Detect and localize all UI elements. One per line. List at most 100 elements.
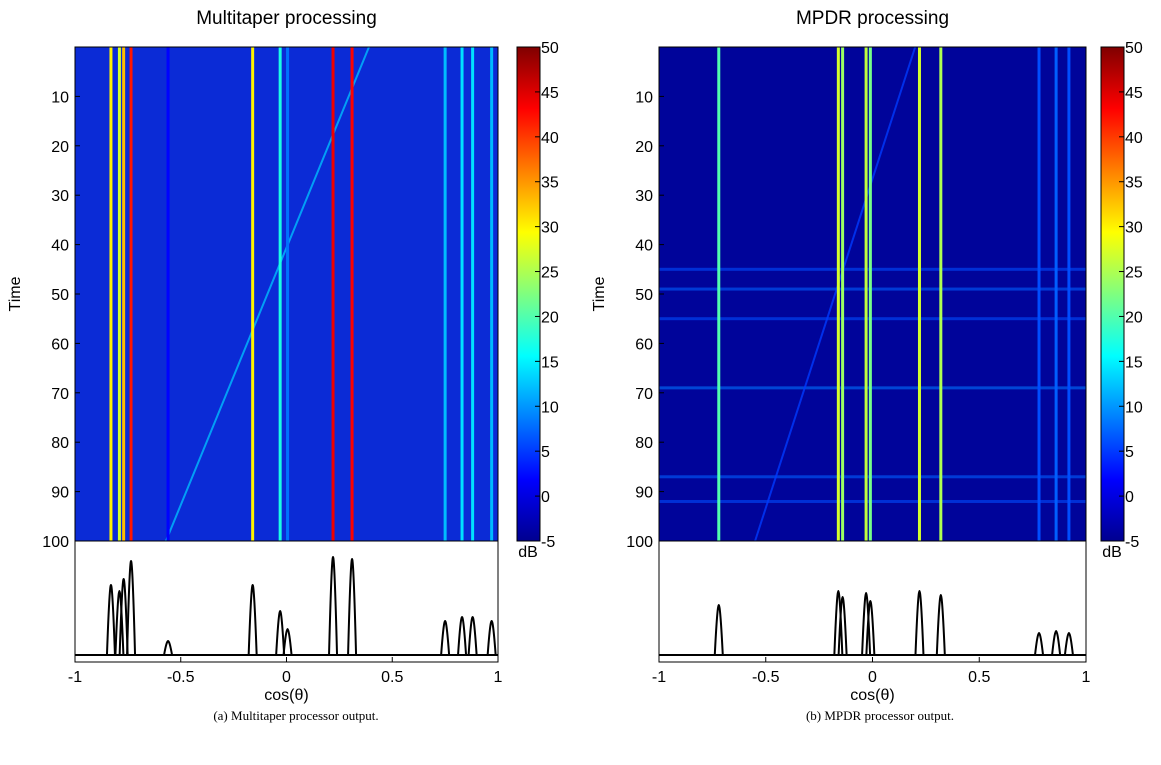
x-tick-label: 0.5 [968, 669, 990, 686]
colorbar [516, 46, 541, 542]
profile-peak [486, 619, 497, 656]
x-tick-label: -0.5 [752, 669, 780, 686]
profile-peak [247, 583, 258, 656]
source-line [1037, 47, 1041, 541]
colorbar-tick-label: 15 [1125, 354, 1143, 371]
profile-peak [1034, 631, 1045, 656]
profile-peak [865, 599, 876, 656]
colorbar-tick-label: 10 [1125, 399, 1143, 416]
source-line [841, 47, 845, 541]
colorbar-tick-label: 25 [1125, 265, 1143, 282]
profile-peak [105, 583, 116, 656]
profile-peak [328, 555, 339, 656]
y-axis-label: Time [591, 276, 608, 311]
profile-peak [440, 619, 451, 656]
colorbar-tick-label: 50 [541, 40, 559, 57]
profile-peak [935, 593, 946, 656]
source-line [117, 47, 121, 541]
caption: (a) Multitaper processor output. [213, 708, 378, 723]
y-tick-label: 100 [42, 534, 69, 551]
source-line [278, 47, 282, 541]
y-tick-label: 30 [635, 188, 653, 205]
caption: (b) MPDR processor output. [806, 708, 954, 723]
profile-peak [275, 609, 286, 656]
source-line [836, 47, 840, 541]
band [659, 386, 1086, 390]
x-tick-label: 0 [282, 669, 291, 686]
y-tick-label: 90 [51, 485, 69, 502]
colorbar-tick-label: 45 [541, 85, 559, 102]
band [659, 475, 1086, 479]
x-tick-label: -1 [68, 669, 82, 686]
heatmap-background [659, 47, 1086, 541]
y-tick-label: 30 [51, 188, 69, 205]
colorbar-tick-label: 20 [541, 309, 559, 326]
colorbar-tick-label: 30 [541, 220, 559, 237]
source-line [350, 47, 354, 541]
y-tick-label: 20 [635, 139, 653, 156]
colorbar-tick-label: 35 [541, 175, 559, 192]
colorbar-tick-label: -5 [541, 534, 555, 551]
source-line [331, 47, 335, 541]
colorbar-tick-label: 40 [1125, 130, 1143, 147]
source-line [868, 47, 872, 541]
colorbar-tick-label: 15 [541, 354, 559, 371]
colorbar-tick-label: -5 [1125, 534, 1139, 551]
source-line [1067, 47, 1071, 541]
source-line [443, 47, 447, 541]
colorbar-tick-label: 10 [541, 399, 559, 416]
source-line [122, 47, 126, 541]
colorbar-tick-label: 50 [1125, 40, 1143, 57]
y-tick-label: 80 [635, 435, 653, 452]
colorbar [1100, 46, 1125, 542]
profile-peak [114, 589, 125, 656]
profile-peak [467, 615, 478, 656]
source-line [286, 47, 290, 541]
profile-peak [282, 627, 293, 656]
source-line [109, 47, 113, 541]
colorbar-tick-label: 25 [541, 265, 559, 282]
y-tick-label: 80 [51, 435, 69, 452]
source-line [471, 47, 475, 541]
y-tick-label: 50 [635, 287, 653, 304]
source-line [129, 47, 133, 541]
x-tick-label: 1 [1082, 669, 1091, 686]
x-axis-label: cos(θ) [264, 687, 308, 704]
y-tick-label: 20 [51, 139, 69, 156]
profile-peak [1063, 631, 1074, 656]
y-tick-label: 40 [51, 238, 69, 255]
y-tick-label: 60 [635, 336, 653, 353]
x-tick-label: -0.5 [167, 669, 195, 686]
y-tick-label: 70 [51, 386, 69, 403]
x-tick-label: 0 [868, 669, 877, 686]
y-tick-label: 10 [51, 89, 69, 106]
colorbar-tick-label: 5 [1125, 444, 1134, 461]
profile-peak [1051, 629, 1062, 656]
x-tick-label: 0.5 [381, 669, 403, 686]
y-tick-label: 90 [635, 485, 653, 502]
colorbar-tick-label: 40 [541, 130, 559, 147]
profile-peak [837, 595, 848, 656]
y-tick-label: 40 [635, 238, 653, 255]
moving-source-track [165, 46, 370, 542]
source-line [460, 47, 464, 541]
x-tick-label: 1 [494, 669, 503, 686]
profile-peak [163, 639, 174, 656]
y-tick-label: 10 [635, 89, 653, 106]
profile-peak [457, 615, 468, 656]
colorbar-tick-label: 45 [1125, 85, 1143, 102]
colorbar-tick-label: 35 [1125, 175, 1143, 192]
source-line [864, 47, 868, 541]
y-tick-label: 70 [635, 386, 653, 403]
source-line [917, 47, 921, 541]
y-tick-label: 100 [626, 534, 653, 551]
profile-peak [347, 557, 358, 656]
colorbar-tick-label: 0 [541, 489, 550, 506]
y-axis-label: Time [7, 276, 24, 311]
x-axis-label: cos(θ) [850, 687, 894, 704]
profile-peak [118, 577, 129, 656]
source-line [1054, 47, 1058, 541]
profile-peak [914, 589, 925, 656]
band [659, 317, 1086, 321]
source-line [166, 47, 170, 541]
